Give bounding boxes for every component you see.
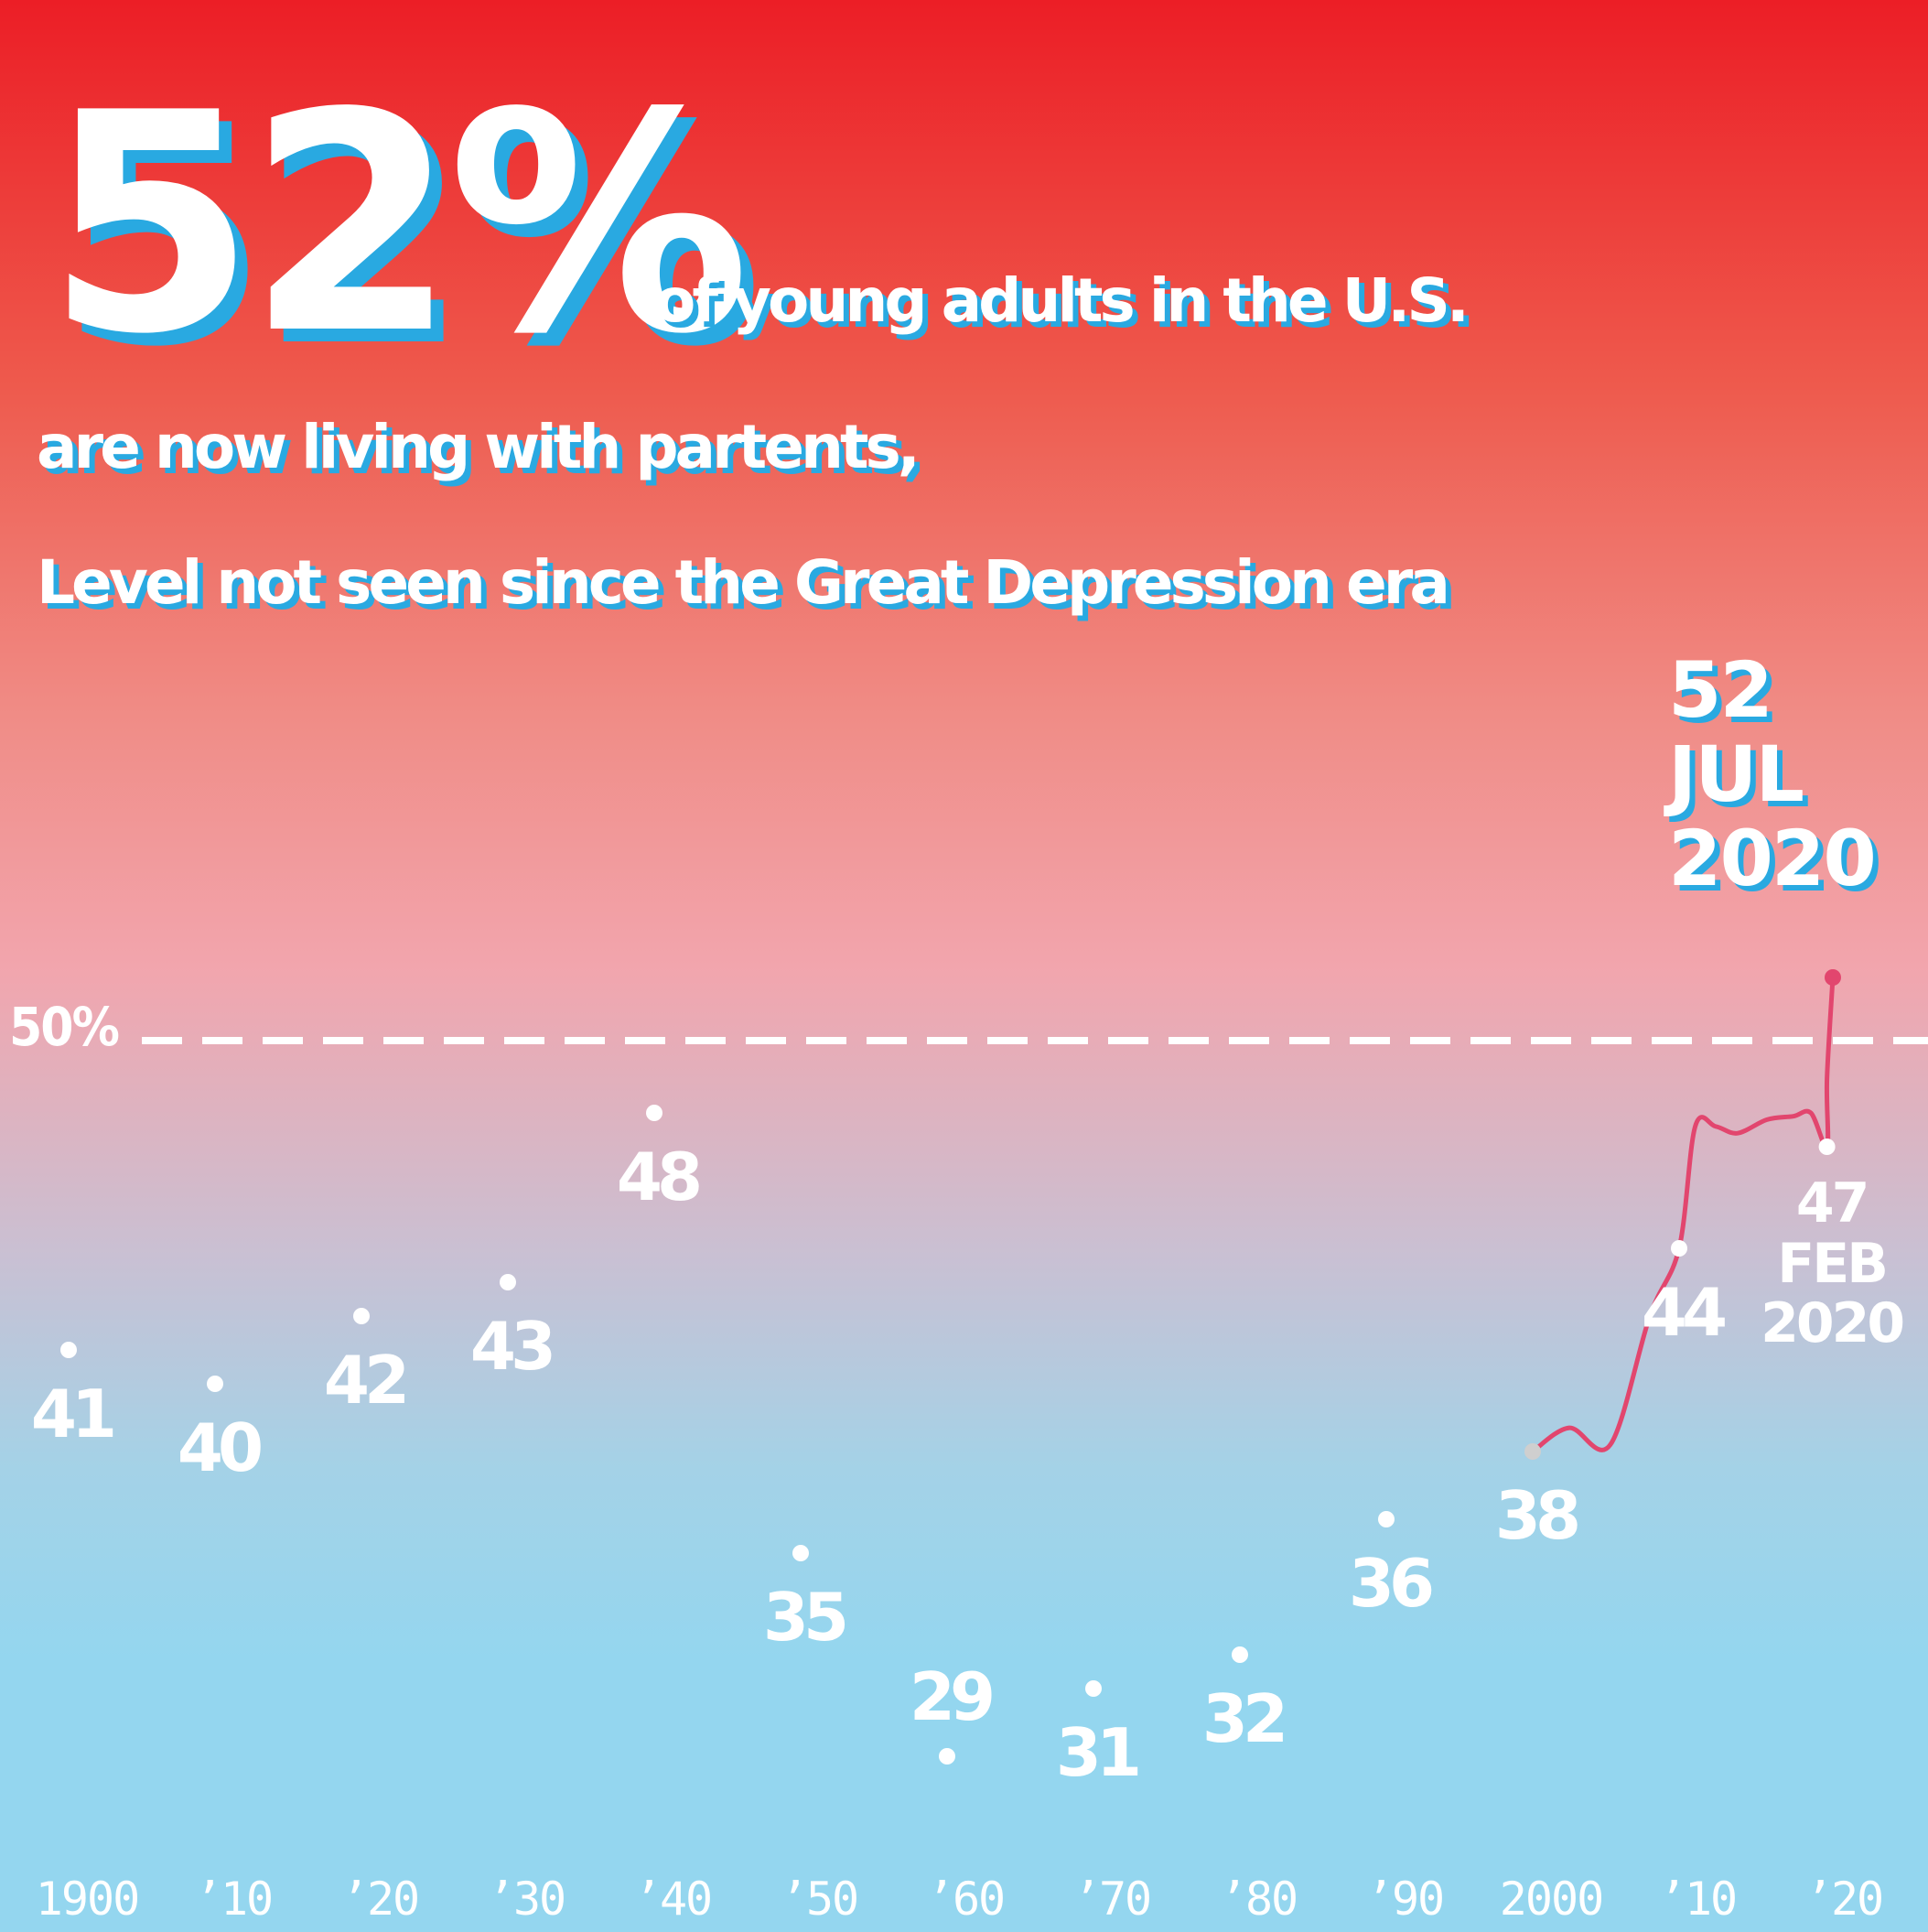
data-point-31 <box>1085 1680 1102 1697</box>
data-point-38 <box>1524 1443 1541 1460</box>
data-points <box>60 969 1841 1765</box>
data-label-42: 42 <box>324 1342 404 1419</box>
data-label-36: 36 <box>1349 1545 1432 1622</box>
data-label-43: 43 <box>470 1308 552 1385</box>
headline-line-1: of young adults in the U.S. <box>654 265 1470 336</box>
data-labels: 41 40 42 43 48 35 29 31 32 36 38 44 <box>31 1139 1730 1791</box>
data-label-38: 38 <box>1495 1477 1578 1554</box>
data-point-40 <box>207 1376 223 1392</box>
reference-line-label: 50% <box>9 996 120 1058</box>
data-point-52 <box>1825 969 1841 986</box>
data-point-47 <box>1818 1139 1836 1155</box>
x-tick-label: ’80 <box>1220 1873 1297 1926</box>
x-tick-label: 2000 <box>1500 1873 1602 1926</box>
data-point-35 <box>792 1545 809 1561</box>
x-tick-label: ’20 <box>341 1873 418 1926</box>
callout-feb-year: 2020 <box>1761 1291 1902 1355</box>
data-point-32 <box>1232 1646 1248 1663</box>
data-point-42 <box>353 1308 370 1324</box>
x-tick-label: ’10 <box>1659 1873 1736 1926</box>
x-tick-label: ’40 <box>634 1873 711 1926</box>
callout-feb-month: FEB <box>1777 1232 1886 1296</box>
data-point-44 <box>1671 1240 1687 1257</box>
data-point-48 <box>646 1105 662 1121</box>
x-tick-label: ’90 <box>1366 1873 1443 1926</box>
callout-jul-2020: 52 JUL 2020 <box>1668 645 1877 904</box>
x-axis-ticks: 1900 ’10 ’20 ’30 ’40 ’50 ’60 ’70 ’80 ’90 2000 ’10 ’2… <box>36 1873 1884 1926</box>
callout-jul-year: 2020 <box>1668 814 1877 903</box>
data-label-35: 35 <box>763 1579 846 1656</box>
data-label-41: 41 <box>31 1376 113 1452</box>
x-tick-label: ’20 <box>1805 1873 1882 1926</box>
x-tick-label: ’30 <box>488 1873 565 1926</box>
callout-jul-month: JUL <box>1668 729 1804 819</box>
headline-value: 52% <box>46 49 750 400</box>
x-tick-label: ’60 <box>927 1873 1004 1926</box>
data-point-41 <box>60 1342 77 1358</box>
x-tick-label: 1900 <box>36 1873 138 1926</box>
data-label-48: 48 <box>617 1139 699 1215</box>
callout-jul-value: 52 <box>1668 645 1773 735</box>
x-tick-label: ’50 <box>781 1873 857 1926</box>
data-label-29: 29 <box>910 1658 992 1735</box>
data-point-43 <box>500 1274 516 1290</box>
callout-feb-value: 47 <box>1796 1171 1868 1236</box>
data-label-32: 32 <box>1202 1680 1283 1757</box>
x-tick-label: ’70 <box>1073 1873 1150 1926</box>
data-point-29 <box>939 1748 955 1765</box>
headline-line-3: Level not seen since the Great Depressio… <box>37 547 1450 618</box>
trend-line <box>1531 977 1836 1454</box>
data-label-31: 31 <box>1056 1714 1138 1791</box>
x-tick-label: ’10 <box>195 1873 272 1926</box>
data-label-44: 44 <box>1642 1274 1725 1351</box>
data-point-36 <box>1378 1511 1395 1527</box>
data-label-40: 40 <box>178 1409 261 1486</box>
headline-line-2: are now living with partents, <box>37 412 921 482</box>
